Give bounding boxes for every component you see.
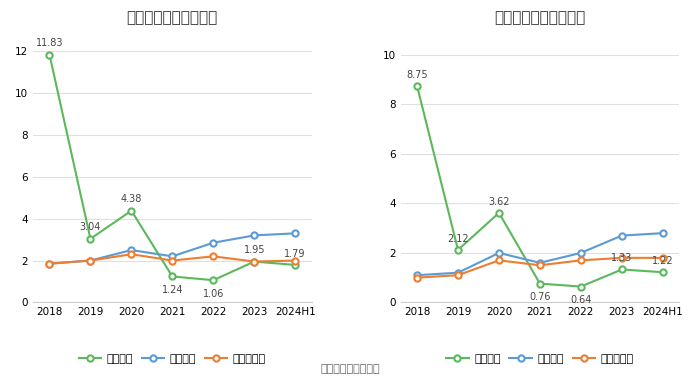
- Text: 1.22: 1.22: [652, 256, 673, 266]
- Text: 2.12: 2.12: [447, 234, 469, 243]
- Text: 1.95: 1.95: [244, 245, 265, 255]
- 速动比率: [577, 284, 585, 289]
- Text: 1.24: 1.24: [162, 285, 183, 295]
- Text: 数据来源：恒生聚源: 数据来源：恒生聚源: [320, 364, 380, 374]
- Title: 历年流动比率变化情况: 历年流动比率变化情况: [127, 10, 218, 25]
- Title: 历年速动比率变化情况: 历年速动比率变化情况: [494, 10, 585, 25]
- 流动比率: [209, 278, 218, 282]
- 行业均值: [127, 248, 136, 253]
- Text: 1.79: 1.79: [284, 249, 306, 259]
- Line: 行业均值: 行业均值: [46, 230, 298, 267]
- 行业中位数: [291, 258, 300, 263]
- 流动比率: [291, 263, 300, 267]
- Text: 1.33: 1.33: [611, 253, 633, 263]
- 行业均值: [617, 233, 626, 238]
- Text: 8.75: 8.75: [406, 70, 428, 80]
- 行业中位数: [617, 256, 626, 260]
- 行业均值: [454, 270, 462, 275]
- Text: 3.62: 3.62: [488, 197, 510, 206]
- Line: 行业中位数: 行业中位数: [414, 255, 666, 281]
- 速动比率: [617, 267, 626, 272]
- 速动比率: [659, 270, 667, 274]
- 行业中位数: [209, 254, 218, 259]
- 速动比率: [495, 211, 503, 215]
- Legend: 速动比率, 行业均值, 行业中位数: 速动比率, 行业均值, 行业中位数: [444, 352, 636, 366]
- 流动比率: [127, 208, 136, 213]
- 速动比率: [413, 84, 421, 88]
- 行业均值: [209, 240, 218, 245]
- 行业中位数: [536, 263, 544, 268]
- 流动比率: [250, 259, 258, 264]
- Text: 11.83: 11.83: [36, 39, 63, 48]
- 行业中位数: [127, 252, 136, 257]
- Text: 4.38: 4.38: [120, 194, 142, 204]
- 行业中位数: [250, 259, 258, 264]
- Text: 0.64: 0.64: [570, 295, 592, 305]
- 行业中位数: [168, 258, 176, 263]
- 流动比率: [46, 53, 54, 57]
- Line: 行业中位数: 行业中位数: [46, 251, 298, 267]
- 行业均值: [495, 251, 503, 255]
- Text: 3.04: 3.04: [80, 222, 101, 232]
- Text: 0.76: 0.76: [529, 292, 551, 302]
- 行业中位数: [659, 256, 667, 260]
- 速动比率: [454, 248, 462, 252]
- 行业均值: [659, 231, 667, 235]
- 行业中位数: [413, 276, 421, 280]
- 行业均值: [46, 262, 54, 266]
- Text: 1.06: 1.06: [202, 289, 224, 299]
- 流动比率: [168, 274, 176, 279]
- Legend: 流动比率, 行业均值, 行业中位数: 流动比率, 行业均值, 行业中位数: [76, 352, 268, 366]
- Line: 速动比率: 速动比率: [414, 83, 666, 290]
- 行业均值: [577, 251, 585, 255]
- 速动比率: [536, 281, 544, 286]
- 行业均值: [413, 273, 421, 277]
- 行业中位数: [495, 258, 503, 263]
- 行业均值: [291, 231, 300, 235]
- 行业中位数: [86, 258, 94, 263]
- 流动比率: [86, 237, 94, 241]
- Line: 行业均值: 行业均值: [414, 230, 666, 278]
- Line: 流动比率: 流动比率: [46, 52, 298, 284]
- 行业均值: [250, 233, 258, 238]
- 行业均值: [536, 260, 544, 265]
- 行业均值: [168, 254, 176, 259]
- 行业中位数: [577, 258, 585, 263]
- 行业中位数: [46, 262, 54, 266]
- 行业中位数: [454, 273, 462, 277]
- 行业均值: [86, 258, 94, 263]
